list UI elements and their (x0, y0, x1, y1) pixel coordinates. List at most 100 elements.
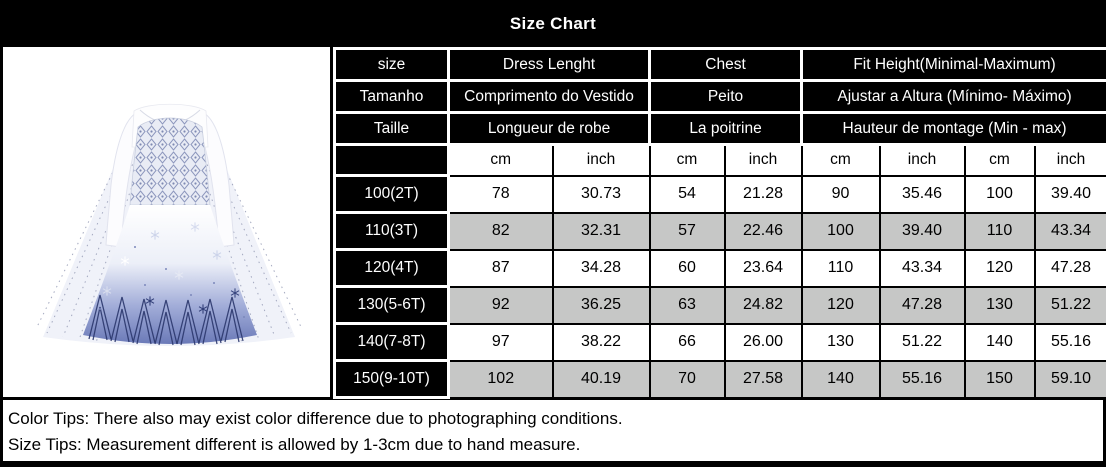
data-cell: 102 (447, 359, 554, 399)
data-cell: 51.22 (1033, 285, 1106, 325)
tips-panel: Color Tips: There also may exist color d… (3, 400, 1103, 461)
data-cell: 78 (447, 174, 554, 214)
data-cell: 43.34 (878, 248, 966, 288)
data-cell: 55.16 (878, 359, 966, 399)
data-cell: 150 (963, 359, 1036, 399)
size-label-cell: 140(7-8T) (333, 322, 450, 362)
dress-sleeves (105, 112, 235, 248)
data-cell: 39.40 (1033, 174, 1106, 214)
col-header-size-fr: Taille (333, 111, 450, 146)
size-label-cell: 100(2T) (333, 174, 450, 214)
size-label-cell: 150(9-10T) (333, 359, 450, 399)
data-cell: 70 (648, 359, 726, 399)
size-label-cell: 120(4T) (333, 248, 450, 288)
data-cell: 60 (648, 248, 726, 288)
data-cell: 34.28 (551, 248, 651, 288)
data-cell: 130 (800, 322, 881, 362)
data-cell: 21.28 (723, 174, 803, 214)
unit-cell: inch (1033, 143, 1106, 177)
data-cell: 35.46 (878, 174, 966, 214)
unit-cell: cm (963, 143, 1036, 177)
size-label-cell: 110(3T) (333, 211, 450, 251)
data-cell: 120 (800, 285, 881, 325)
data-cell: 32.31 (551, 211, 651, 251)
col-header-dress-length-fr: Longueur de robe (446, 111, 652, 146)
data-cell: 120 (963, 248, 1036, 288)
table-row-150-9-10t: 150(9-10T) 102 40.19 70 27.58 140 55.16 … (333, 359, 1106, 399)
unit-cell: inch (723, 143, 803, 177)
title-band: Size Chart (0, 0, 1106, 47)
data-cell: 30.73 (551, 174, 651, 214)
unit-row: cm inch cm inch cm inch cm inch (333, 143, 1106, 177)
corner-cell (333, 143, 450, 177)
col-header-chest-fr: La poitrine (648, 111, 804, 146)
col-header-chest-pt: Peito (648, 79, 804, 114)
col-header-dress-length: Dress Lenght (446, 47, 652, 82)
data-cell: 59.10 (1033, 359, 1106, 399)
table-row-140-7-8t: 140(7-8T) 97 38.22 66 26.00 130 51.22 14… (333, 322, 1106, 362)
col-header-fit-height-fr: Hauteur de montage (Min - max) (800, 111, 1106, 146)
dress-photo (35, 103, 303, 346)
table-row-120-4t: 120(4T) 87 34.28 60 23.64 110 43.34 120 … (333, 248, 1106, 288)
data-cell: 40.19 (551, 359, 651, 399)
data-cell: 27.58 (723, 359, 803, 399)
data-cell: 82 (447, 211, 554, 251)
data-cell: 110 (963, 211, 1036, 251)
size-table: size Dress Lenght Chest Fit Height(Minim… (333, 47, 1106, 399)
data-cell: 55.16 (1033, 322, 1106, 362)
size-tip-text: Size Tips: Measurement different is allo… (8, 435, 581, 454)
unit-cell: cm (800, 143, 881, 177)
col-header-fit-height: Fit Height(Minimal-Maximum) (800, 47, 1106, 82)
data-cell: 63 (648, 285, 726, 325)
color-tip-text: Color Tips: There also may exist color d… (8, 409, 623, 428)
content-row: size Dress Lenght Chest Fit Height(Minim… (0, 47, 1106, 399)
data-cell: 110 (800, 248, 881, 288)
data-cell: 47.28 (878, 285, 966, 325)
product-photo-box (3, 47, 330, 397)
data-cell: 47.28 (1033, 248, 1106, 288)
unit-cell: inch (551, 143, 651, 177)
data-cell: 57 (648, 211, 726, 251)
unit-cell: cm (648, 143, 726, 177)
data-cell: 140 (800, 359, 881, 399)
data-cell: 36.25 (551, 285, 651, 325)
data-cell: 22.46 (723, 211, 803, 251)
data-cell: 38.22 (551, 322, 651, 362)
data-cell: 130 (963, 285, 1036, 325)
data-cell: 140 (963, 322, 1036, 362)
dress-skirt (83, 205, 257, 344)
data-cell: 39.40 (878, 211, 966, 251)
data-cell: 26.00 (723, 322, 803, 362)
data-cell: 66 (648, 322, 726, 362)
size-label-cell: 130(5-6T) (333, 285, 450, 325)
data-cell: 51.22 (878, 322, 966, 362)
col-header-size: size (333, 47, 450, 82)
col-header-dress-length-pt: Comprimento do Vestido (446, 79, 652, 114)
dress-hem-pattern (88, 294, 244, 346)
header-row-en: size Dress Lenght Chest Fit Height(Minim… (333, 47, 1106, 82)
data-cell: 24.82 (723, 285, 803, 325)
data-cell: 100 (800, 211, 881, 251)
col-header-chest: Chest (648, 47, 804, 82)
table-row-110-3t: 110(3T) 82 32.31 57 22.46 100 39.40 110 … (333, 211, 1106, 251)
data-cell: 23.64 (723, 248, 803, 288)
header-row-pt: Tamanho Comprimento do Vestido Peito Aju… (333, 79, 1106, 114)
data-cell: 100 (963, 174, 1036, 214)
data-cell: 97 (447, 322, 554, 362)
unit-cell: inch (878, 143, 966, 177)
header-row-fr: Taille Longueur de robe La poitrine Haut… (333, 111, 1106, 146)
page-title: Size Chart (509, 13, 597, 33)
data-cell: 43.34 (1033, 211, 1106, 251)
table-row-100-2t: 100(2T) 78 30.73 54 21.28 90 35.46 100 3… (333, 174, 1106, 214)
data-cell: 54 (648, 174, 726, 214)
col-header-fit-height-pt: Ajustar a Altura (Mínimo- Máximo) (800, 79, 1106, 114)
table-row-130-5-6t: 130(5-6T) 92 36.25 63 24.82 120 47.28 13… (333, 285, 1106, 325)
data-cell: 90 (800, 174, 881, 214)
data-cell: 92 (447, 285, 554, 325)
unit-cell: cm (447, 143, 554, 177)
dress-snowflakes (99, 221, 245, 336)
dress-bodice (129, 117, 211, 206)
col-header-size-pt: Tamanho (333, 79, 450, 114)
data-cell: 87 (447, 248, 554, 288)
